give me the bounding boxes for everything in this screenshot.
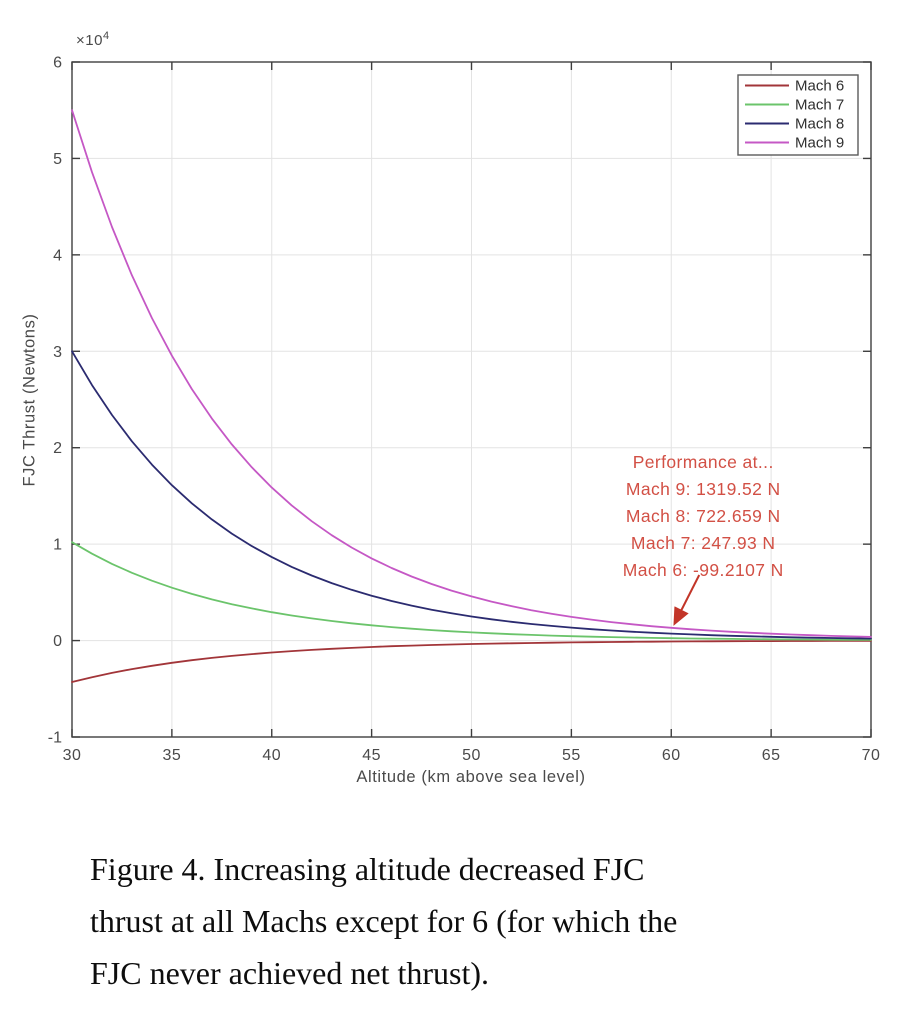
x-tick-label: 70: [862, 747, 881, 764]
y-tick-label: 4: [53, 247, 62, 264]
y-tick-label: 1: [53, 537, 62, 554]
y-tick-label: 3: [53, 344, 62, 361]
y-tick-label: 6: [53, 55, 62, 72]
legend-label: Mach 7: [795, 97, 844, 114]
y-axis-label: FJC Thrust (Newtons): [20, 313, 39, 487]
x-tick-label: 55: [562, 747, 581, 764]
curve-mach-6: [71, 640, 872, 683]
annotation-line: Mach 9: 1319.52 N: [626, 479, 781, 499]
curve-mach-9: [71, 109, 872, 638]
x-tick-label: 60: [662, 747, 681, 764]
y-tick-label: 0: [53, 633, 62, 650]
annotation-line: Mach 7: 247.93 N: [631, 533, 776, 553]
annotation-line: Mach 8: 722.659 N: [626, 506, 781, 526]
x-tick-label: 45: [362, 747, 381, 764]
caption-line: FJC never achieved net thrust).: [90, 955, 489, 991]
annotation-arrow: [673, 574, 701, 626]
x-axis-label: Altitude (km above sea level): [356, 768, 586, 786]
y-tick-label: 5: [53, 151, 62, 168]
legend-label: Mach 6: [795, 78, 844, 95]
exponent-power: 4: [102, 30, 110, 42]
x-tick-label: 30: [63, 747, 82, 764]
y-tick-label: 2: [53, 440, 62, 457]
figure-caption: Figure 4. Increasing altitude decreased …: [90, 843, 870, 999]
x-tick-label: 35: [162, 747, 181, 764]
y-axis-exponent: ×104: [76, 30, 110, 49]
annotation-line: Mach 6: -99.2107 N: [623, 560, 784, 580]
y-tick-label: -1: [48, 730, 62, 747]
x-tick-label: 40: [262, 747, 281, 764]
curve-mach-7: [71, 541, 872, 641]
x-tick-label: 50: [462, 747, 481, 764]
legend-label: Mach 8: [795, 116, 844, 133]
curve-mach-8: [71, 350, 872, 640]
exponent-base: ×10: [76, 32, 103, 49]
caption-line: Figure 4. Increasing altitude decreased …: [90, 851, 645, 887]
x-tick-label: 65: [762, 747, 781, 764]
legend-label: Mach 9: [795, 135, 844, 152]
caption-line: thrust at all Machs except for 6 (for wh…: [90, 903, 678, 939]
annotation-line: Performance at...: [633, 452, 774, 472]
